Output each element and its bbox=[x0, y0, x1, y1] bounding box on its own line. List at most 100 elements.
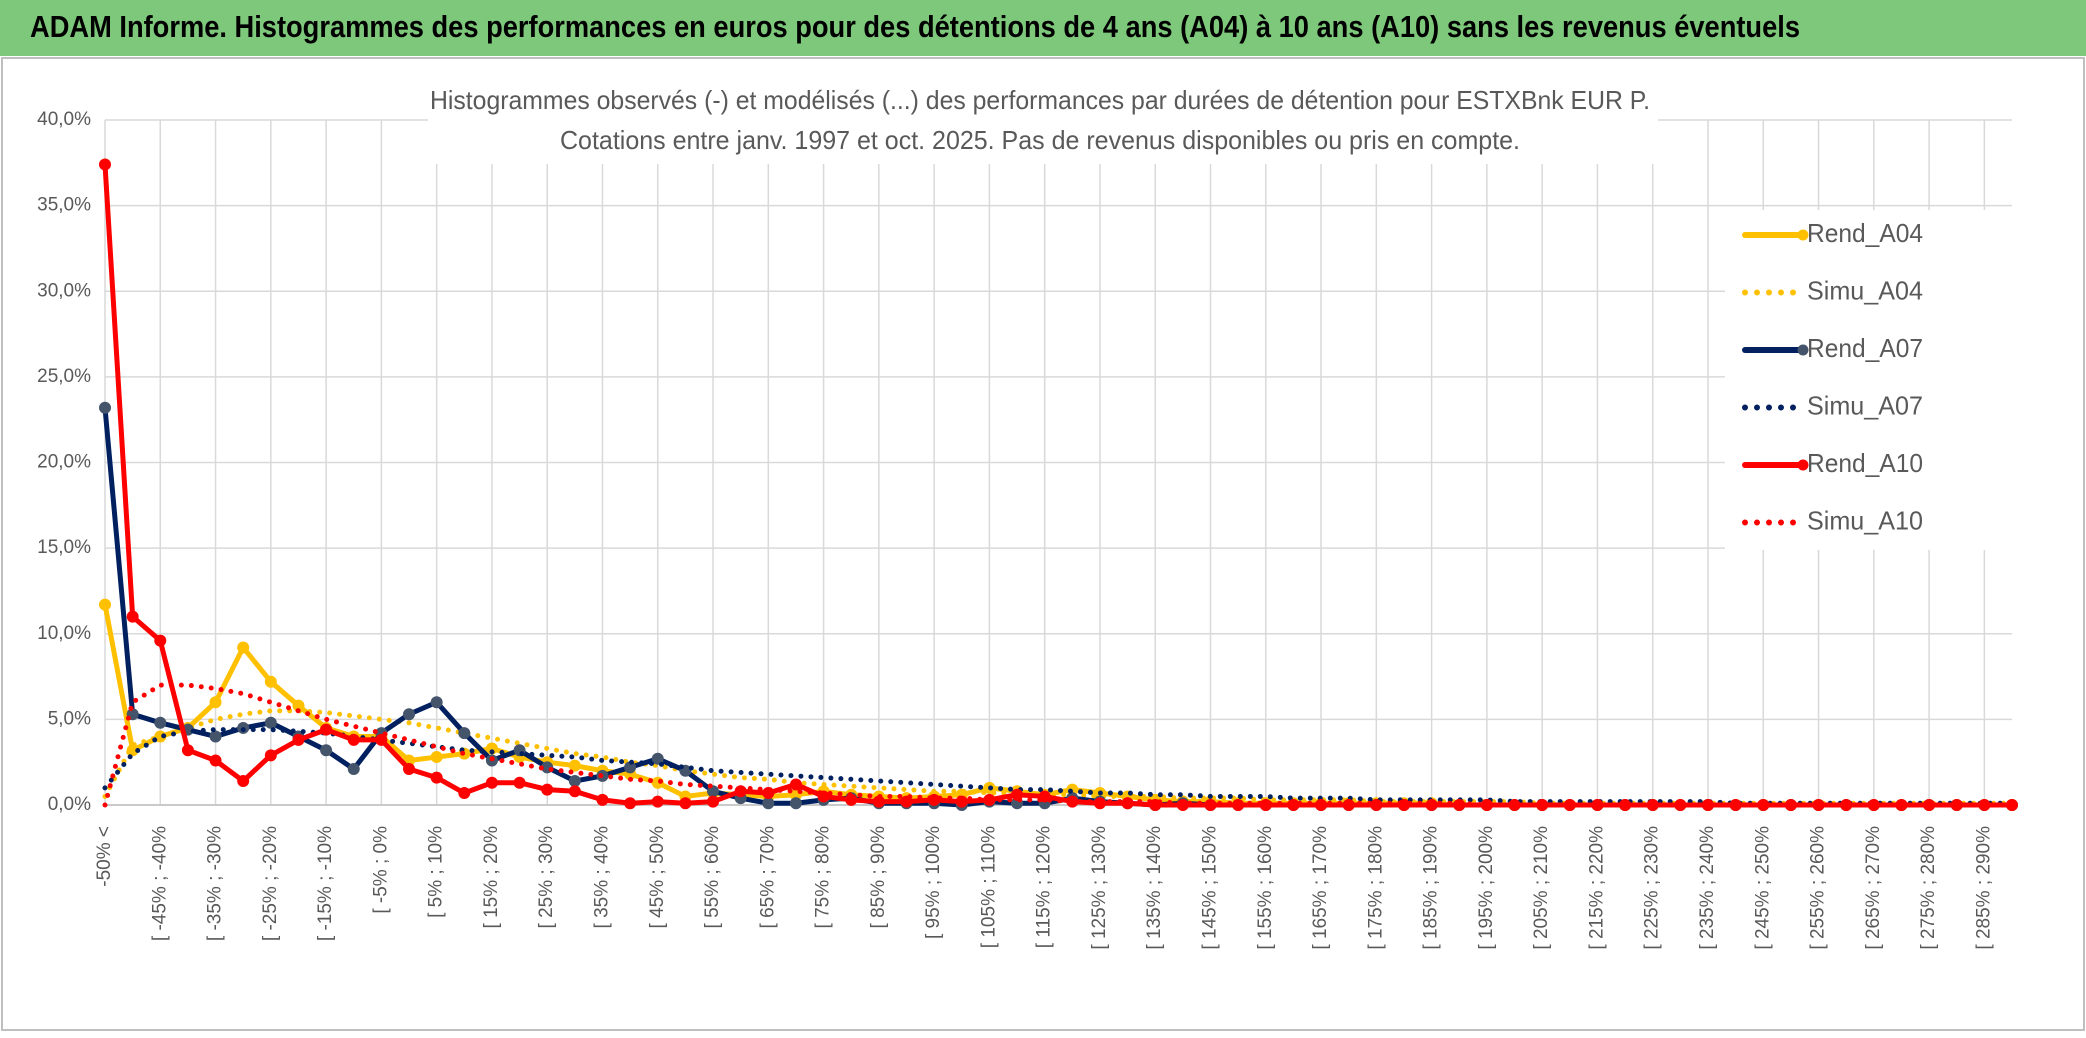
x-tick-label: [ 85% ; 90% bbox=[868, 826, 889, 929]
y-tick-label: 15,0% bbox=[37, 537, 91, 558]
series-marker bbox=[347, 733, 360, 746]
legend-box bbox=[1725, 210, 2015, 550]
series-marker bbox=[264, 716, 277, 729]
series-marker bbox=[789, 797, 802, 810]
series-marker bbox=[320, 723, 333, 736]
series-marker bbox=[485, 776, 498, 789]
legend-label: Rend_A10 bbox=[1807, 448, 1923, 478]
y-tick-label: 25,0% bbox=[37, 366, 91, 387]
series-marker bbox=[154, 634, 167, 647]
y-tick-label: 20,0% bbox=[37, 452, 91, 473]
series-marker bbox=[347, 763, 360, 776]
series-marker bbox=[513, 776, 526, 789]
x-tick-label: [ 135% ; 140% bbox=[1144, 826, 1165, 950]
series-marker bbox=[209, 730, 222, 743]
series-marker bbox=[568, 785, 581, 798]
x-tick-label: [ -35% ; -30% bbox=[205, 826, 226, 941]
x-tick-label: [ 35% ; 40% bbox=[591, 826, 612, 929]
series-marker bbox=[292, 733, 305, 746]
header-title: ADAM Informe. Histogrammes des performan… bbox=[30, 9, 1800, 44]
series-marker bbox=[651, 795, 664, 808]
x-tick-label: [ 15% ; 20% bbox=[481, 826, 502, 929]
series-marker bbox=[403, 763, 416, 776]
x-tick-label: [ 75% ; 80% bbox=[813, 826, 834, 929]
legend-label: Rend_A04 bbox=[1807, 218, 1923, 248]
series-marker bbox=[264, 749, 277, 762]
series-marker bbox=[126, 610, 139, 623]
series-marker bbox=[209, 696, 222, 709]
x-tick-label: [ 105% ; 110% bbox=[978, 826, 999, 948]
y-tick-label: 40,0% bbox=[37, 109, 91, 130]
series-marker bbox=[707, 795, 720, 808]
x-tick-label: [ 215% ; 220% bbox=[1586, 826, 1607, 950]
series-marker bbox=[596, 793, 609, 806]
series-marker bbox=[789, 778, 802, 791]
x-tick-label: [ 285% ; 290% bbox=[1973, 826, 1994, 950]
x-tick-label: [ 145% ; 150% bbox=[1200, 826, 1221, 950]
x-tick-label: [ 205% ; 210% bbox=[1531, 826, 1552, 950]
y-tick-label: 0,0% bbox=[48, 794, 91, 815]
y-tick-label: 35,0% bbox=[37, 195, 91, 216]
legend-label: Simu_A07 bbox=[1807, 390, 1923, 420]
series-marker bbox=[568, 775, 581, 788]
x-tick-label: [ -15% ; -10% bbox=[315, 826, 336, 941]
chart-subtitle: Cotations entre janv. 1997 et oct. 2025.… bbox=[560, 125, 1520, 155]
chart-title: Histogrammes observés (-) et modélisés (… bbox=[430, 85, 1650, 115]
series-marker bbox=[209, 754, 222, 767]
series-marker bbox=[403, 708, 416, 721]
series-marker bbox=[458, 727, 471, 740]
series-marker bbox=[624, 797, 637, 810]
series-marker bbox=[264, 675, 277, 688]
series-marker bbox=[430, 751, 443, 764]
legend-label: Rend_A07 bbox=[1807, 333, 1923, 363]
series-marker bbox=[458, 787, 471, 800]
x-tick-label: -50% < bbox=[94, 826, 115, 887]
series-marker bbox=[320, 744, 333, 757]
y-tick-label: 30,0% bbox=[37, 280, 91, 301]
x-tick-label: [ 165% ; 170% bbox=[1310, 826, 1331, 950]
x-tick-label: [ 155% ; 160% bbox=[1255, 826, 1276, 950]
legend-marker bbox=[1797, 459, 1809, 471]
x-tick-label: [ 95% ; 100% bbox=[923, 826, 944, 939]
series-marker bbox=[762, 797, 775, 810]
x-tick-label: [ 45% ; 50% bbox=[647, 826, 668, 929]
x-tick-label: [ 55% ; 60% bbox=[702, 826, 723, 929]
x-tick-label: [ 225% ; 230% bbox=[1642, 826, 1663, 950]
x-tick-label: [ 175% ; 180% bbox=[1365, 826, 1386, 950]
x-tick-label: [ 235% ; 240% bbox=[1697, 826, 1718, 950]
x-tick-label: [ -5% ; 0% bbox=[370, 826, 391, 914]
series-marker bbox=[541, 783, 554, 796]
x-tick-label: [ 25% ; 30% bbox=[536, 826, 557, 929]
series-marker bbox=[99, 598, 111, 611]
legend-label: Simu_A10 bbox=[1807, 505, 1923, 535]
x-tick-label: [ 275% ; 280% bbox=[1918, 826, 1939, 950]
series-marker bbox=[430, 696, 443, 709]
x-tick-label: [ 125% ; 130% bbox=[1089, 826, 1110, 950]
series-marker bbox=[154, 716, 167, 729]
series-marker bbox=[181, 744, 194, 757]
x-tick-label: [ 255% ; 260% bbox=[1808, 826, 1829, 950]
series-marker bbox=[651, 752, 664, 765]
series-marker bbox=[1425, 799, 1438, 811]
series-marker bbox=[99, 401, 111, 414]
x-tick-label: [ 265% ; 270% bbox=[1863, 826, 1884, 950]
series-marker bbox=[237, 641, 250, 654]
series-marker bbox=[568, 759, 581, 772]
x-tick-label: [ 245% ; 250% bbox=[1752, 826, 1773, 950]
x-tick-label: [ 195% ; 200% bbox=[1476, 826, 1497, 950]
header-bar bbox=[0, 0, 2086, 56]
x-tick-label: [ 5% ; 10% bbox=[426, 826, 447, 918]
legend-marker bbox=[1797, 229, 1809, 241]
x-tick-label: [ 65% ; 70% bbox=[757, 826, 778, 929]
y-tick-label: 10,0% bbox=[37, 623, 91, 644]
x-tick-label: [ -25% ; -20% bbox=[260, 826, 281, 941]
series-marker bbox=[375, 733, 388, 746]
legend-marker bbox=[1797, 344, 1809, 356]
series-marker bbox=[99, 158, 111, 171]
series-marker bbox=[679, 797, 692, 810]
legend-label: Simu_A04 bbox=[1807, 275, 1923, 305]
series-marker bbox=[237, 775, 250, 788]
title-box bbox=[428, 82, 1658, 164]
series-line bbox=[102, 682, 2015, 808]
